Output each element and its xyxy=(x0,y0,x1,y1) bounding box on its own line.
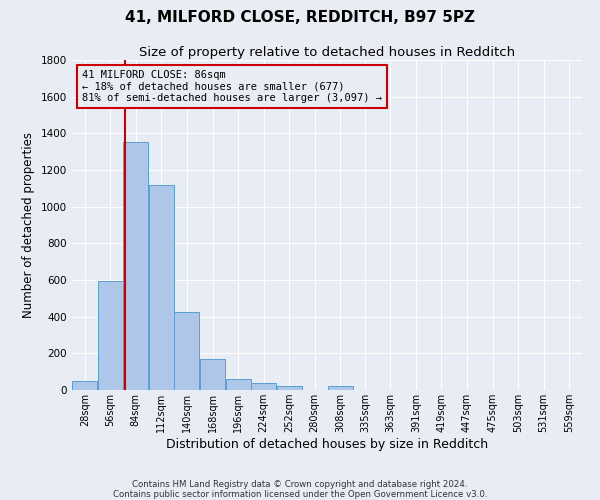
Bar xyxy=(175,312,199,390)
Y-axis label: Number of detached properties: Number of detached properties xyxy=(22,132,35,318)
X-axis label: Distribution of detached houses by size in Redditch: Distribution of detached houses by size … xyxy=(166,438,488,451)
Bar xyxy=(200,359,225,390)
Text: 41 MILFORD CLOSE: 86sqm
← 18% of detached houses are smaller (677)
81% of semi-d: 41 MILFORD CLOSE: 86sqm ← 18% of detache… xyxy=(82,70,382,103)
Title: Size of property relative to detached houses in Redditch: Size of property relative to detached ho… xyxy=(139,46,515,59)
Bar xyxy=(98,280,123,390)
Text: Contains HM Land Registry data © Crown copyright and database right 2024.
Contai: Contains HM Land Registry data © Crown c… xyxy=(113,480,487,499)
Bar xyxy=(72,381,97,390)
Bar xyxy=(328,386,353,390)
Bar xyxy=(277,386,302,390)
Bar xyxy=(226,379,251,390)
Bar xyxy=(251,383,276,390)
Text: 41, MILFORD CLOSE, REDDITCH, B97 5PZ: 41, MILFORD CLOSE, REDDITCH, B97 5PZ xyxy=(125,10,475,25)
Bar xyxy=(124,142,148,390)
Bar xyxy=(149,184,174,390)
